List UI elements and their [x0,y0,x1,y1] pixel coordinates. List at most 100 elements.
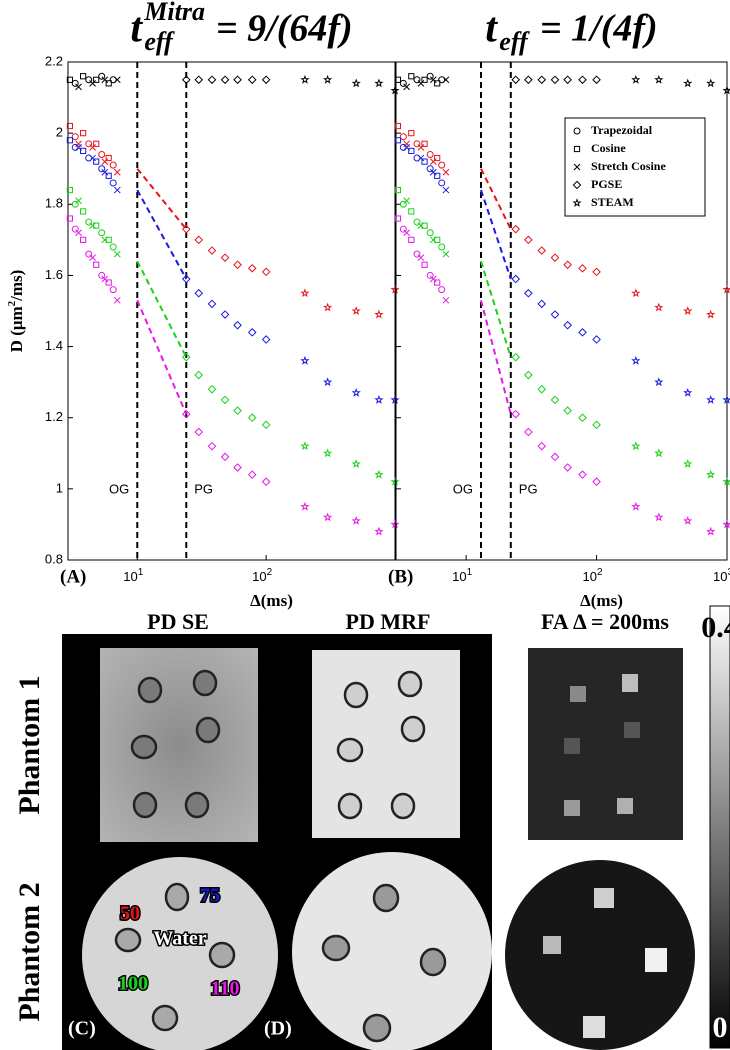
marker-cross [113,168,121,176]
phantom2-mrf [292,852,492,1050]
legend-box [564,117,706,217]
phantom1-se [100,648,258,842]
marker-diamond [550,75,560,85]
marker-star [374,309,384,319]
marker-diamond [261,267,271,277]
marker-cross [101,236,109,244]
marker-diamond [511,224,521,234]
marker-star [390,476,400,486]
marker-square [105,154,112,162]
x-tick-exponent: 3 [727,567,730,578]
plot-frame [67,61,396,561]
marker-star [322,377,333,387]
marker-star [374,526,384,536]
vial-annotations: 50 75 Water 100 110 [117,883,241,1001]
marker-circle [399,79,407,87]
marker-square [394,186,402,194]
marker-star [390,519,400,529]
marker-square [80,208,87,215]
marker-diamond [233,75,242,85]
x-tick-base: 10 [713,569,727,584]
marker-diamond [578,328,587,337]
marker-circle [109,179,117,187]
marker-square [573,145,581,153]
marker-square [66,215,73,222]
x-axis-label: Δ(ms) [250,591,293,610]
marker-star [722,85,730,95]
plot-frame [395,61,728,561]
x-tick-exponent: 1 [138,567,144,578]
marker-cross [101,158,109,165]
marker-circle [109,286,117,294]
marker-diamond [181,409,191,419]
marker-square [105,172,112,179]
connector-line [480,168,512,230]
marker-diamond [207,299,217,309]
x-tick-base: 10 [123,569,137,584]
marker-cross [403,83,411,91]
marker-circle [438,161,446,169]
marker-cross [75,144,82,151]
marker-diamond [233,260,242,270]
marker-cross [113,250,121,258]
marker-star [683,515,693,525]
marker-circle [98,150,106,158]
marker-square [66,76,73,83]
marker-star [706,309,716,319]
marker-diamond [261,335,271,344]
marker-diamond [550,452,560,462]
marker-diamond [592,335,601,344]
x-tick-exponent: 2 [267,567,273,578]
marker-diamond [207,246,217,255]
marker-cross [429,275,437,283]
marker-circle [98,271,106,279]
marker-cross [89,254,96,261]
y-tick-label: 0.8 [45,551,63,566]
marker-cross [75,83,82,91]
marker-circle [98,165,106,173]
panel-label: (B) [388,566,413,587]
marker-diamond [537,441,547,451]
marker-diamond [261,420,271,430]
marker-star [322,448,333,458]
marker-circle [71,225,79,233]
marker-cross [429,158,437,165]
marker-star [654,302,664,312]
marker-diamond [578,470,587,479]
marker-circle [438,286,446,294]
marker-star [300,288,310,298]
marker-square [408,73,415,80]
marker-cross [113,76,121,84]
marker-star [654,448,664,458]
marker-star [351,78,361,88]
x-axis-label: Δ(ms) [580,591,623,610]
vials-se1 [130,669,221,819]
title-superscript: Mitra [143,0,205,26]
marker-square [394,215,402,222]
marker-cross [442,76,450,84]
marker-circle [85,76,93,84]
marker-circle [413,140,421,148]
marker-star [654,377,664,387]
marker-diamond [563,406,572,415]
marker-star [654,512,664,522]
column-title: PD SE [147,609,209,634]
marker-diamond [524,427,533,437]
marker-diamond [524,75,533,85]
x-tick-base: 10 [252,569,266,584]
marker-circle [426,72,434,80]
marker-diamond [524,288,533,298]
marker-star [706,469,716,479]
y-tick-label: 1.2 [45,409,63,424]
marker-diamond [592,420,601,430]
marker-diamond [233,406,242,415]
marker-star [631,441,641,451]
y-tick-label: 2 [56,125,63,140]
y-tick-label: 2.2 [45,53,63,68]
marker-square [408,147,415,155]
marker-star [706,526,716,536]
marker-diamond [220,75,230,85]
marker-diamond [207,441,217,451]
